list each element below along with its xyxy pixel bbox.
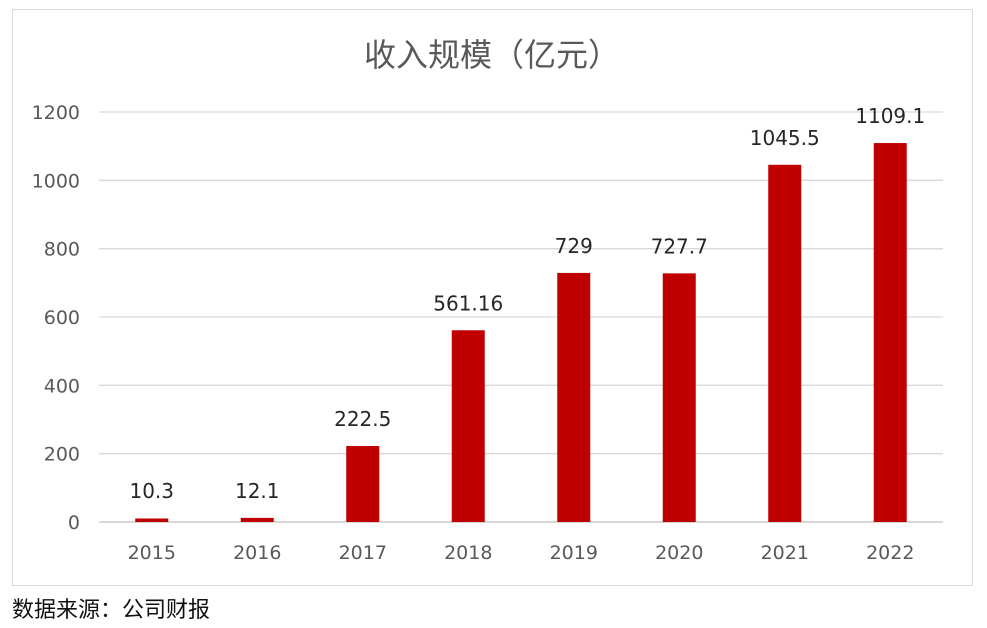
x-tick-label-2015: 2015 (128, 542, 176, 564)
y-tick-label: 0 (68, 512, 80, 534)
chart-frame (12, 9, 973, 586)
y-tick-label: 200 (44, 444, 80, 466)
bar-2017 (346, 445, 380, 522)
x-axis-ticks: 2015 2016 2017 2018 2019 2020 2021 2022 (128, 542, 915, 564)
data-label-2018: 561.16 (433, 291, 503, 315)
data-label-2021: 1045.5 (750, 126, 820, 150)
bar-2016 (240, 517, 274, 522)
x-tick-label-2019: 2019 (550, 542, 598, 564)
x-tick-label-2021: 2021 (761, 542, 809, 564)
data-label-2015: 10.3 (129, 479, 174, 503)
x-tick-label-2022: 2022 (866, 542, 914, 564)
data-label-2017: 222.5 (334, 407, 391, 431)
data-label-2022: 1109.1 (855, 104, 925, 128)
x-tick-label-2020: 2020 (655, 542, 703, 564)
bar-2020 (662, 273, 696, 522)
bar-2022 (873, 143, 907, 522)
data-label-2016: 12.1 (235, 479, 280, 503)
x-tick-label-2018: 2018 (444, 542, 492, 564)
y-tick-label: 400 (44, 375, 80, 397)
x-tick-label-2016: 2016 (233, 542, 281, 564)
y-tick-label: 1200 (32, 102, 80, 124)
data-label-2020: 727.7 (651, 234, 708, 258)
bars (135, 143, 907, 522)
y-tick-label: 800 (44, 239, 80, 261)
y-tick-label: 600 (44, 307, 80, 329)
source-note: 数据来源：公司财报 (12, 598, 211, 623)
y-axis-ticks: 0 200 400 600 800 1000 1200 (32, 102, 80, 534)
gridlines (99, 111, 943, 523)
bar-2021 (768, 164, 802, 522)
data-label-2019: 729 (555, 234, 593, 258)
x-tick-label-2017: 2017 (339, 542, 387, 564)
bar-2019 (557, 272, 591, 522)
y-tick-label: 1000 (32, 170, 80, 192)
bar-2015 (135, 518, 169, 522)
data-labels: 10.3 12.1 222.5 561.16 729 727.7 1045.5 1109.1 (129, 104, 925, 503)
chart-title: 收入规模（亿元） (364, 36, 620, 74)
bar-2018 (451, 330, 485, 522)
